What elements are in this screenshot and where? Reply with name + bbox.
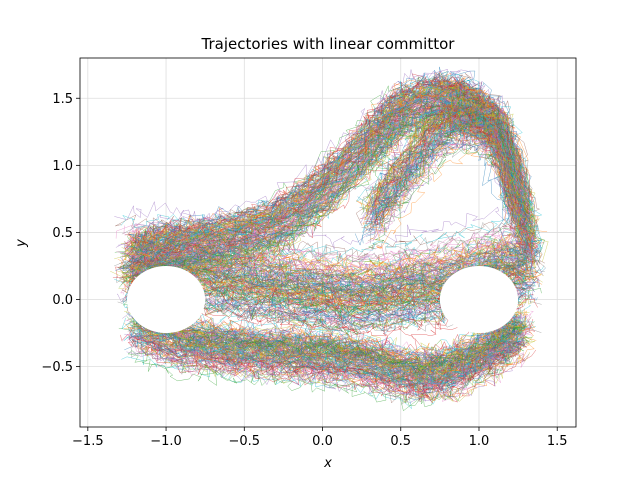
trajectory-line [366, 95, 535, 236]
trajectory-line [150, 343, 535, 402]
trajectory-line [132, 332, 524, 386]
trajectory-line [132, 81, 520, 246]
y-axis-label: y [14, 239, 29, 248]
trajectory-line [362, 104, 529, 244]
trajectory-line [129, 70, 520, 245]
trajectory-line [134, 313, 521, 362]
trajectory-line [126, 340, 522, 402]
trajectory-line [138, 81, 528, 244]
x-tick-label: −1.0 [150, 434, 182, 449]
trajectory-line [130, 226, 532, 265]
trajectory-line [133, 351, 530, 404]
excluded-region [439, 265, 519, 334]
trajectory-line [123, 322, 514, 379]
x-tick-label: 1.0 [469, 434, 490, 449]
trajectory-line [132, 335, 513, 397]
x-axis-ticks: −1.5 −1.0 −0.5 0.0 0.5 1.0 1.5 [72, 427, 568, 449]
trajectory-line [144, 346, 537, 404]
trajectory-line [361, 113, 534, 259]
trajectory-line [132, 303, 524, 364]
trajectory-line [132, 327, 521, 380]
trajectory-line [126, 119, 523, 285]
trajectory-line [133, 83, 528, 254]
trajectory-line [136, 307, 525, 360]
trajectory-line [130, 319, 523, 379]
trajectory-line [136, 339, 522, 398]
trajectory-line [369, 119, 542, 251]
x-tick-label: −0.5 [229, 434, 261, 449]
y-tick-label: 0.0 [52, 293, 73, 308]
trajectory-line [144, 346, 530, 403]
trajectory-line [133, 313, 519, 378]
x-tick-label: 1.5 [547, 434, 568, 449]
trajectory-line [129, 318, 525, 375]
trajectory-line [134, 294, 530, 359]
trajectory-line [134, 345, 524, 404]
trajectory-line [365, 137, 532, 276]
trajectory-line [144, 98, 535, 266]
trajectory-line [117, 230, 521, 277]
trajectory-line [137, 105, 530, 272]
trajectory-line [363, 111, 533, 254]
x-axis-label: x [323, 456, 332, 471]
y-tick-label: 0.5 [52, 226, 73, 241]
trajectory-line [367, 106, 533, 251]
excluded-region [126, 265, 206, 334]
trajectory-line [145, 84, 531, 256]
excluded-regions [126, 265, 519, 334]
trajectory-line [131, 336, 517, 397]
trajectory-line [368, 92, 539, 237]
trajectory-line [143, 319, 536, 373]
y-tick-label: 1.5 [52, 92, 73, 107]
trajectory-line [366, 89, 534, 224]
trajectory-line [128, 323, 519, 382]
trajectory-line [137, 88, 531, 262]
y-tick-label: 1.0 [52, 159, 73, 174]
trajectory-line [127, 353, 514, 407]
x-tick-label: 0.5 [390, 434, 411, 449]
trajectory-line [133, 302, 521, 363]
trajectory-line [114, 201, 525, 250]
trajectory-line [126, 331, 518, 387]
y-axis-ticks: −0.5 0.0 0.5 1.0 1.5 [41, 92, 80, 375]
trajectory-line [133, 89, 529, 258]
trajectory-line [131, 312, 516, 373]
trajectory-line [354, 140, 525, 276]
trajectory-line [372, 135, 544, 276]
y-tick-label: −0.5 [41, 360, 73, 375]
trajectory-line [363, 125, 536, 263]
x-tick-label: −1.5 [72, 434, 104, 449]
trajectory-line [376, 93, 541, 230]
x-tick-label: 0.0 [312, 434, 333, 449]
trajectory-line [362, 133, 529, 267]
trajectory-line [136, 77, 524, 246]
trajectory-line [365, 109, 531, 253]
trajectory-line [123, 328, 514, 387]
trajectory-line [361, 119, 529, 261]
trajectory-line [126, 317, 520, 373]
trajectory-line [128, 69, 524, 234]
trajectory-line [140, 304, 531, 361]
trajectory-line [127, 348, 514, 412]
trajectory-line [121, 333, 518, 392]
trajectory-line [370, 100, 532, 240]
chart-title: Trajectories with linear committor [201, 35, 456, 53]
trajectory-line [120, 214, 521, 259]
plot-frame [79, 57, 577, 428]
trajectory-line [128, 321, 518, 372]
trajectory-line [381, 115, 545, 258]
trajectory-line [121, 219, 532, 263]
